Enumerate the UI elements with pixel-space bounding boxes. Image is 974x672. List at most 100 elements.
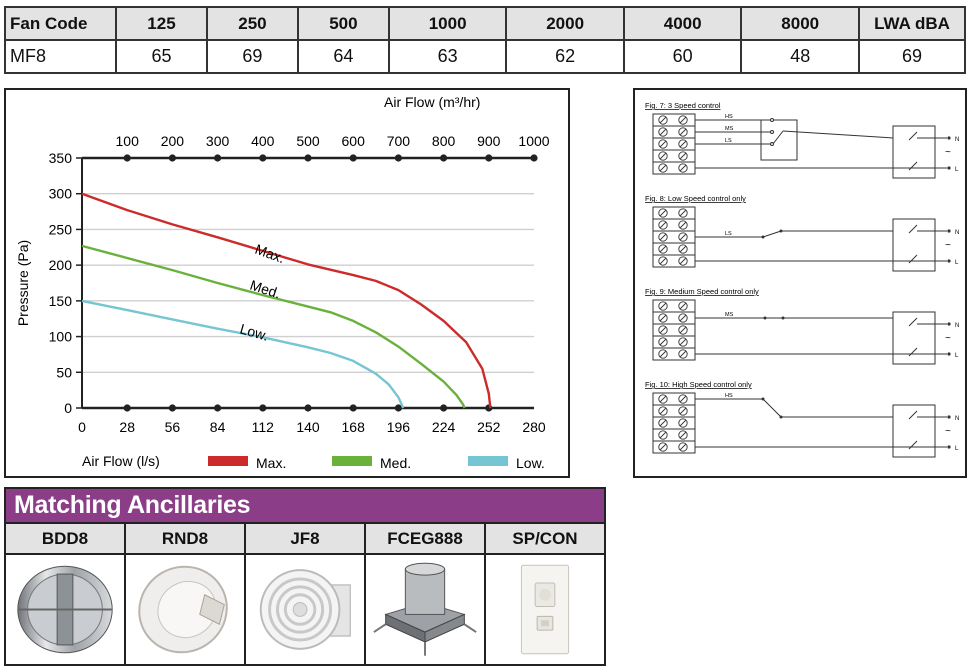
header-cell: Fan Code (4, 6, 117, 41)
terminal-label-n: N (955, 230, 959, 236)
switch-contact (908, 347, 918, 357)
screw-slot (679, 395, 687, 403)
isolator-switch (892, 218, 936, 272)
isolator-switch (892, 404, 936, 458)
fan-curve-svg: 0 50 100 150 200 250 300 350 0 28 56 84 112 140 168 196… (15, 94, 550, 471)
series-line-1 (81, 244, 466, 409)
ac-symbol: ~ (945, 240, 951, 251)
screw-slot (679, 233, 687, 241)
x2-tick-dot (304, 154, 312, 162)
switch-arm (762, 398, 782, 418)
speed-label: MS (725, 312, 734, 318)
screw-slot (659, 395, 667, 403)
x2-tick-label: 600 (342, 133, 366, 149)
table-cell: 63 (387, 39, 508, 74)
table-cell: 64 (296, 39, 390, 74)
x-tick-dot (304, 404, 312, 412)
screw-slot (659, 338, 667, 346)
ancillaries-grid: BDD8 RND8 (4, 524, 606, 666)
x-tick-label: 112 (252, 419, 275, 435)
ancillary-item: JF8 (246, 524, 366, 666)
screw-slot (679, 338, 687, 346)
y-axis-label: Pressure (Pa) (15, 240, 31, 326)
isolator-switch (892, 125, 936, 179)
isolator-switch (892, 311, 936, 365)
switch-contact (908, 440, 918, 450)
screw-slot (679, 431, 687, 439)
screw-slot (659, 140, 667, 148)
y-tick-label: 100 (49, 329, 73, 345)
ancillary-code: SP/CON (486, 524, 604, 555)
terminal-dot (947, 445, 951, 449)
x2-tick-label: 700 (387, 133, 411, 149)
screw-slot (659, 221, 667, 229)
table-cell: 65 (115, 39, 208, 74)
screw-slot (679, 140, 687, 148)
speed-label: HS (725, 393, 733, 399)
junction-dot (763, 316, 767, 320)
screw-slot (659, 350, 667, 358)
header-cell: 250 (205, 6, 299, 41)
screw-slot (679, 209, 687, 217)
screw-slot (679, 128, 687, 136)
switch-contact (908, 131, 918, 141)
selector-switch (760, 119, 798, 161)
x2-tick-dot (168, 154, 176, 162)
header-cell: 1000 (387, 6, 508, 41)
terminal-dot (947, 259, 951, 263)
x-axis-label: Air Flow (l/s) (82, 453, 160, 469)
x2-tick-label: 200 (161, 133, 185, 149)
table-cell: 69 (858, 39, 966, 74)
screw-slot (659, 152, 667, 160)
screw-slot (659, 314, 667, 322)
x2-tick-dot (530, 154, 538, 162)
round-grille-icon (126, 555, 244, 664)
screw-slot (679, 116, 687, 124)
screw-slot (659, 443, 667, 451)
selector-arm (772, 130, 784, 145)
x-tick-dot (168, 404, 176, 412)
x2-tick-label: 100 (116, 133, 140, 149)
x2-axis-label: Air Flow (m³/hr) (384, 94, 480, 110)
x-tick-label: 56 (165, 419, 181, 435)
screw-slot (679, 152, 687, 160)
screw-slot (659, 257, 667, 265)
terminal-dot (947, 136, 951, 140)
speed-label: LS (725, 138, 732, 144)
x-tick-dot (214, 404, 222, 412)
x-tick-label: 140 (296, 419, 320, 435)
table-cell: 48 (740, 39, 860, 74)
sound-table-header-row: Fan Code 125 250 500 1000 2000 4000 8000… (4, 6, 966, 41)
x2-tick-dot (394, 154, 402, 162)
table-row: MF8 65 69 64 63 62 60 48 69 (4, 39, 966, 74)
y-tick-label: 200 (49, 257, 73, 273)
curve-label: Low. (238, 321, 270, 344)
table-cell: MF8 (4, 39, 117, 74)
x2-tick-label: 1000 (518, 133, 549, 149)
x-tick-dot (394, 404, 402, 412)
screw-slot (679, 314, 687, 322)
switch-contact (908, 410, 918, 420)
wiring-figure: Fig. 8: Low Speed control only N L ~ LS (645, 194, 959, 272)
header-cell: 4000 (622, 6, 743, 41)
x-tick-label: 168 (342, 419, 366, 435)
curve-label: Max. (253, 241, 287, 266)
screw-slot (659, 245, 667, 253)
speed-controller-icon (486, 555, 604, 664)
terminal-dot (947, 166, 951, 170)
header-cell: LWA dBA (858, 6, 966, 41)
legend-label: Max. (256, 455, 286, 471)
terminal-label-n: N (955, 416, 959, 422)
y-tick-label: 350 (49, 150, 73, 166)
x-tick-label: 252 (477, 419, 501, 435)
switch-contact (908, 224, 918, 234)
wiring-diagrams: Fig. 7: 3 Speed control N L ~ HS MS LS Fig. 8: … (633, 88, 967, 478)
terminal-label-l: L (955, 446, 959, 452)
ceiling-box-icon (366, 555, 484, 664)
fan-curve-chart: 0 50 100 150 200 250 300 350 0 28 56 84 112 140 168 196… (4, 88, 570, 478)
x2-tick-label: 300 (206, 133, 230, 149)
ancillary-code: FCEG888 (366, 524, 484, 555)
wire-to-isolator (782, 130, 894, 139)
x2-tick-dot (123, 154, 131, 162)
